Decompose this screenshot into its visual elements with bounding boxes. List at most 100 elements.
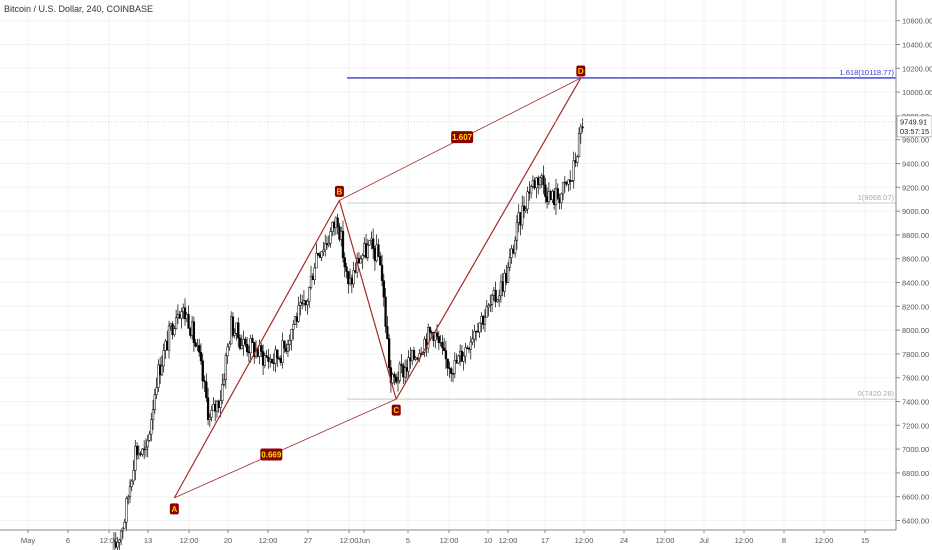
candle-body	[150, 419, 153, 435]
candle-body	[329, 231, 332, 244]
candle-body	[469, 341, 472, 350]
candle-body	[570, 180, 574, 182]
candle-body	[380, 264, 384, 281]
candle-body	[238, 337, 242, 349]
abcd-pattern[interactable]: 1.607 0.669 A B C D	[169, 65, 586, 515]
candle-body	[407, 357, 410, 372]
ratio-label: 0.669	[261, 451, 282, 460]
candle-body	[206, 397, 210, 420]
candle-body	[377, 244, 380, 257]
candle-body	[281, 340, 284, 363]
candle-body	[203, 380, 206, 383]
candle-body	[427, 327, 430, 349]
candle-body	[322, 249, 325, 252]
candle-body	[490, 294, 494, 305]
point-badge-a	[169, 503, 179, 515]
candle-body	[251, 338, 254, 343]
candle-body	[522, 205, 526, 211]
point-label-b: B	[337, 187, 343, 196]
candle-body	[368, 240, 371, 246]
candle-body	[478, 322, 481, 333]
candle-body	[219, 400, 222, 408]
candle-body	[567, 179, 570, 185]
candle-body	[387, 338, 391, 368]
time-tick-label: 12:00	[340, 536, 359, 545]
candle-body	[489, 304, 492, 306]
candle-body	[192, 321, 196, 343]
candle-body	[428, 327, 432, 333]
candle-body	[127, 496, 130, 499]
time-tick-label: 5	[406, 536, 410, 545]
current-price-tag	[896, 115, 932, 138]
time-tick-label: 27	[304, 536, 312, 545]
price-tick-label: 8200.00	[902, 302, 929, 311]
price-tick-label: 9200.00	[902, 183, 929, 192]
candlestick-series	[112, 118, 584, 550]
candle-body	[341, 230, 345, 258]
point-badge-b	[334, 185, 344, 197]
candle-body	[485, 306, 488, 318]
candle-body	[352, 270, 355, 285]
point-label-a: A	[171, 505, 177, 514]
diag-ac	[174, 398, 397, 499]
candle-body	[245, 344, 249, 353]
candle-body	[514, 239, 517, 254]
candle-body	[386, 326, 389, 339]
candle-body	[244, 338, 247, 345]
candle-body	[208, 416, 211, 420]
price-axis[interactable]: 10600.0010400.0010200.0010000.009800.009…	[0, 0, 932, 530]
candle-body	[320, 251, 323, 258]
candle-body	[521, 205, 524, 226]
current-price-label: 9749.91	[900, 117, 927, 126]
candle-body	[515, 222, 519, 241]
time-tick-label: Jul	[699, 536, 709, 545]
candle-body	[162, 350, 165, 367]
candle-body	[483, 316, 487, 325]
candle-body	[444, 350, 448, 360]
candle-body	[384, 296, 387, 327]
candle-body	[506, 267, 510, 283]
candle-body	[579, 126, 582, 134]
candle-body	[292, 324, 295, 330]
candle-body	[222, 379, 226, 385]
point-label-c: C	[393, 406, 399, 415]
candle-body	[153, 394, 156, 410]
price-tick-label: 6800.00	[902, 469, 929, 478]
time-tick-label: Jun	[358, 536, 370, 545]
chart-grid	[0, 0, 896, 530]
candle-body	[221, 384, 224, 401]
time-tick-label: 20	[224, 536, 232, 545]
price-tick-label: 8000.00	[902, 326, 929, 335]
candle-body	[345, 266, 348, 272]
candle-body	[309, 275, 313, 288]
candle-body	[524, 208, 527, 211]
candle-body	[119, 530, 123, 541]
leg-bc	[338, 200, 397, 400]
candle-body	[116, 542, 119, 548]
time-tick-label: 12:00	[440, 536, 459, 545]
candle-body	[194, 342, 197, 347]
candle-body	[324, 243, 327, 251]
candle-body	[366, 244, 369, 258]
candle-body	[286, 344, 290, 352]
price-tick-label: 7600.00	[902, 374, 929, 383]
candle-body	[343, 257, 346, 268]
price-tick-label: 10400.00	[902, 41, 932, 50]
leg-cd	[395, 77, 582, 400]
candle-body	[173, 328, 176, 336]
candle-body	[132, 470, 135, 482]
candle-body	[327, 243, 330, 246]
ratio-badge	[451, 131, 474, 144]
candle-body	[395, 376, 398, 383]
candle-body	[435, 332, 439, 337]
time-axis[interactable]: May 6 12:00 13 12:00 20 12:00 27 12:00 Jun 5 12:00 1…	[0, 529, 896, 545]
candle-body	[240, 345, 243, 349]
candle-body	[167, 325, 171, 351]
time-tick-label: 12:00	[735, 536, 754, 545]
price-tick-label: 7800.00	[902, 350, 929, 359]
candle-body	[508, 257, 511, 268]
candle-body	[144, 446, 148, 450]
candle-body	[290, 329, 293, 341]
price-tick-label: 8600.00	[902, 255, 929, 264]
